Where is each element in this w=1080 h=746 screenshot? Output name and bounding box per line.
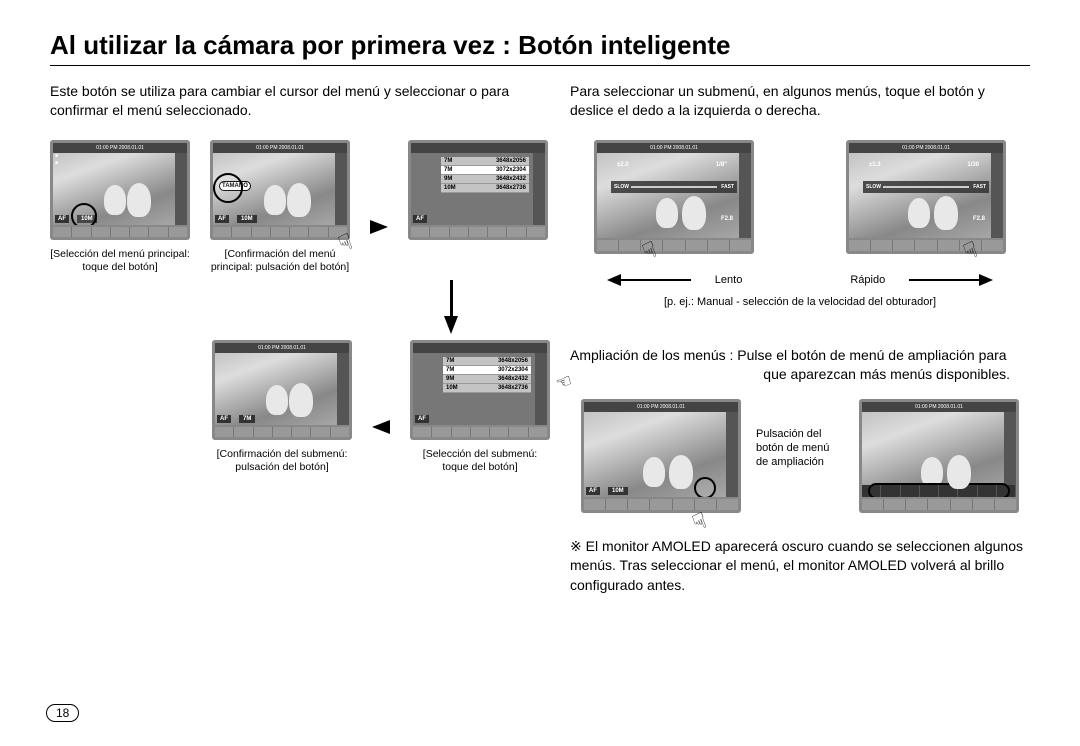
amp-row: 01:00 PM 2008.01.01 AF 10M ☟ Pulsación d… bbox=[570, 399, 1030, 515]
amoled-note: ※ El monitor AMOLED aparecerá oscuro cua… bbox=[570, 537, 1030, 596]
arrow-down-icon bbox=[380, 280, 522, 334]
amp-line: Ampliación de los menús : Pulse el botón… bbox=[570, 346, 1030, 385]
label-lento: Lento bbox=[715, 274, 743, 286]
shutter-slider: SLOW FAST bbox=[863, 181, 989, 193]
resolution-menu: 7M3648x2056 7M3072x2304 9M3648x2432 10M3… bbox=[443, 357, 531, 393]
left-column: Este botón se utiliza para cambiar el cu… bbox=[50, 82, 530, 596]
label-rapido: Rápido bbox=[850, 274, 885, 286]
caption-sub-confirm: [Confirmación del submenú: pulsación del… bbox=[212, 448, 352, 474]
camera-screenshot: 01:00 PM 2008.01.01 AF 10M bbox=[581, 399, 741, 513]
two-column-layout: Este botón se utiliza para cambiar el cu… bbox=[50, 82, 1030, 596]
left-row-1: 01:00 PM 2008.01.01 ■■ AF 10M [Selección… bbox=[50, 140, 530, 274]
arrow-left-icon bbox=[372, 420, 390, 434]
camera-screenshot: 01:00 PM 2008.01.01 SLOW FAST ±2.0 1/8" … bbox=[594, 140, 754, 254]
page-number: 18 bbox=[46, 704, 79, 722]
shutter-slider: SLOW FAST bbox=[611, 181, 737, 193]
arrow-left-icon bbox=[607, 274, 691, 286]
left-intro: Este botón se utiliza para cambiar el cu… bbox=[50, 82, 530, 120]
press-label: Pulsación del botón de menú de ampliació… bbox=[756, 427, 844, 470]
caption-example: [p. ej.: Manual - selección de la veloci… bbox=[570, 296, 1030, 310]
caption-main-select: [Selección del menú principal: toque del… bbox=[50, 248, 190, 274]
caption-main-confirm: [Confirmación del menú principal: pulsac… bbox=[210, 248, 350, 274]
camera-screenshot: 01:00 PM 2008.01.01 AF 7M bbox=[212, 340, 352, 440]
camera-screenshot: 01:00 PM 2008.01.01 AF 10M TAMAÑO bbox=[210, 140, 350, 240]
caption-sub-select: [Selección del submenú: toque del botón] bbox=[410, 448, 550, 474]
arrow-right-icon bbox=[909, 274, 993, 286]
left-row-2: 01:00 PM 2008.01.01 AF 7M [Confirmación … bbox=[212, 340, 530, 474]
slider-row: 01:00 PM 2008.01.01 SLOW FAST ±2.0 1/8" … bbox=[570, 140, 1030, 256]
camera-screenshot: 01:00 PM 2008.01.01 AF 10M bbox=[859, 399, 1019, 513]
camera-screenshot: 01:00 PM 2008.01.01 ■■ AF 10M bbox=[50, 140, 190, 240]
speed-arrows: Lento Rápido bbox=[570, 274, 1030, 286]
page-title: Al utilizar la cámara por primera vez : … bbox=[50, 30, 1030, 66]
resolution-menu: 7M3648x2056 7M3072x2304 9M3648x2432 10M3… bbox=[441, 157, 529, 193]
camera-screenshot: 01:00 PM 2008.01.01 SLOW FAST ±1.3 1/30 … bbox=[846, 140, 1006, 254]
camera-screenshot: 7M3648x2056 7M3072x2304 9M3648x2432 10M3… bbox=[410, 340, 550, 440]
right-intro: Para seleccionar un submenú, en algunos … bbox=[570, 82, 1030, 120]
right-column: Para seleccionar un submenú, en algunos … bbox=[570, 82, 1030, 596]
camera-screenshot: 7M3648x2056 7M3072x2304 9M3648x2432 10M3… bbox=[408, 140, 548, 240]
arrow-right-icon bbox=[370, 220, 388, 234]
